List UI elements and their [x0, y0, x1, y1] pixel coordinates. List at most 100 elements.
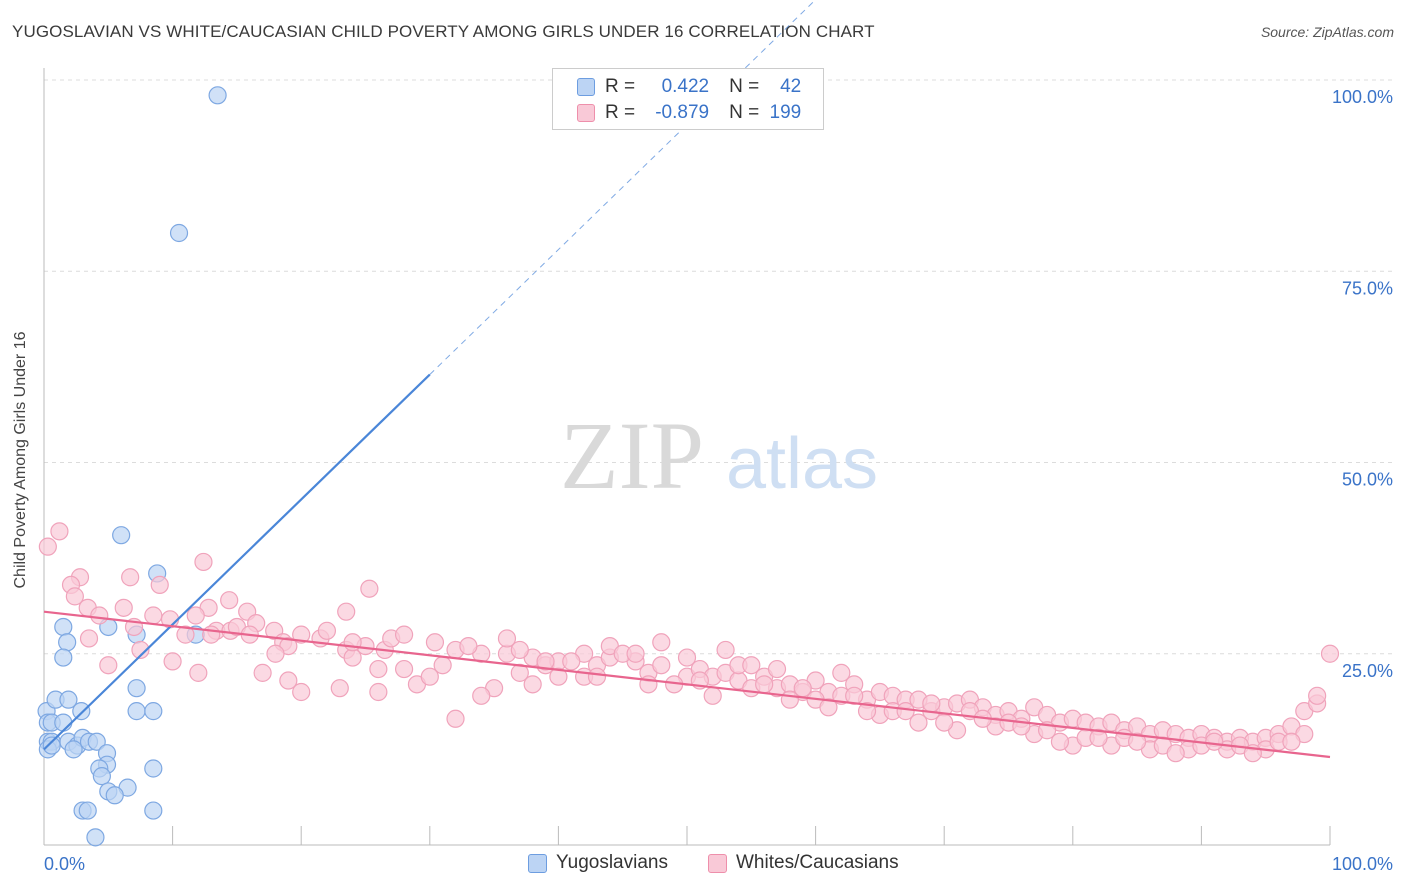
legend-swatch-whites	[708, 853, 727, 873]
point-whites	[292, 682, 311, 702]
point-whites	[767, 659, 787, 679]
point-yugoslavians	[54, 648, 73, 667]
point-whites	[369, 682, 388, 702]
y-axis-label: Child Poverty Among Girls Under 16	[12, 331, 29, 589]
point-yugoslavians	[169, 223, 189, 243]
point-whites	[536, 652, 555, 671]
stats-row-yugoslavians: R = 0.422 N = 42	[577, 75, 801, 99]
point-whites	[343, 648, 362, 667]
point-whites	[360, 579, 379, 598]
point-whites	[1089, 728, 1108, 748]
point-yugoslavians	[59, 690, 78, 709]
watermark-zip: ZIP	[560, 402, 704, 509]
point-whites	[562, 652, 581, 671]
point-whites	[292, 625, 311, 644]
trend-extension-yugoslavians	[429, 0, 816, 375]
point-whites	[755, 675, 774, 694]
legend: Yugoslavians Whites/Caucasians	[0, 852, 1406, 876]
point-whites	[394, 625, 414, 644]
point-whites	[1205, 732, 1224, 751]
point-whites	[369, 659, 388, 679]
n-label: N =	[729, 102, 760, 123]
point-whites	[459, 636, 478, 656]
trend-line-yugoslavians	[43, 373, 431, 751]
point-whites	[220, 591, 239, 610]
tick-labels: 25.0% 50.0% 75.0% 100.0% 0.0% 100.0%	[44, 87, 1393, 874]
point-yugoslavians	[58, 633, 77, 652]
legend-item-yugoslavians[interactable]: Yugoslavians	[528, 852, 668, 874]
point-yugoslavians	[144, 759, 163, 778]
point-whites	[202, 625, 221, 644]
n-value: 199	[769, 102, 802, 123]
point-whites	[330, 679, 349, 698]
point-whites	[99, 656, 118, 675]
point-yugoslavians	[72, 702, 91, 721]
stats-row-whites: R = -0.879 N = 199	[577, 101, 801, 125]
point-whites	[186, 606, 205, 625]
point-whites	[703, 686, 722, 705]
point-whites	[420, 667, 439, 686]
stats-box: R = 0.422 N = 42 R = -0.879 N = 199	[552, 68, 824, 130]
point-whites	[337, 602, 356, 621]
point-yugoslavians	[127, 702, 146, 721]
trend-lines	[43, 0, 1331, 759]
n-label: N =	[729, 76, 760, 97]
point-whites	[497, 629, 517, 648]
point-whites	[626, 644, 645, 663]
stats-swatch-whites	[577, 104, 595, 122]
point-whites	[677, 648, 697, 667]
legend-label: Yugoslavians	[556, 852, 668, 873]
point-whites	[253, 663, 272, 682]
point-whites	[523, 675, 542, 694]
point-yugoslavians	[54, 617, 73, 637]
point-whites	[446, 709, 465, 728]
point-whites	[716, 640, 735, 660]
point-whites	[194, 552, 213, 572]
point-whites	[50, 522, 69, 541]
y-tick-label: 25.0%	[1342, 661, 1393, 681]
point-yugoslavians	[54, 713, 73, 732]
y-tick-label: 75.0%	[1342, 278, 1393, 298]
point-yugoslavians	[105, 786, 124, 805]
point-whites	[65, 587, 84, 606]
legend-swatch-yugoslavians	[528, 853, 547, 873]
point-whites	[909, 713, 928, 732]
point-whites	[1320, 644, 1340, 663]
point-whites	[896, 702, 915, 721]
point-whites	[922, 694, 941, 713]
chart-title: YUGOSLAVIAN VS WHITE/CAUCASIAN CHILD POV…	[12, 22, 875, 41]
point-whites	[114, 598, 133, 617]
point-whites	[79, 629, 99, 648]
point-whites	[317, 621, 337, 640]
point-whites	[279, 671, 298, 690]
point-whites	[1308, 686, 1327, 705]
point-whites	[425, 633, 445, 652]
point-whites	[1127, 732, 1147, 751]
stats-swatch-yugoslavians	[577, 78, 595, 96]
point-yugoslavians	[64, 740, 83, 759]
point-yugoslavians	[127, 679, 146, 698]
point-yugoslavians	[144, 702, 163, 721]
watermark-atlas: atlas	[726, 424, 878, 504]
point-whites	[189, 663, 208, 682]
point-whites	[121, 568, 140, 587]
point-whites	[472, 686, 491, 705]
point-whites	[163, 652, 182, 671]
point-whites	[742, 656, 761, 675]
point-yugoslavians	[92, 767, 111, 786]
legend-item-whites[interactable]: Whites/Caucasians	[708, 852, 899, 874]
r-value: 0.422	[661, 76, 710, 97]
x-tick-label-max: 100.0%	[1332, 854, 1393, 874]
y-tick-label: 100.0%	[1332, 87, 1393, 107]
n-value: 42	[780, 76, 802, 97]
point-whites	[176, 625, 195, 644]
point-whites	[1050, 732, 1070, 751]
point-yugoslavians	[144, 801, 163, 820]
point-whites	[1282, 732, 1301, 751]
point-whites	[150, 575, 169, 595]
point-whites	[587, 667, 607, 686]
point-whites	[819, 698, 838, 717]
point-whites	[780, 690, 799, 709]
source-credit: Source: ZipAtlas.com	[1260, 24, 1394, 40]
